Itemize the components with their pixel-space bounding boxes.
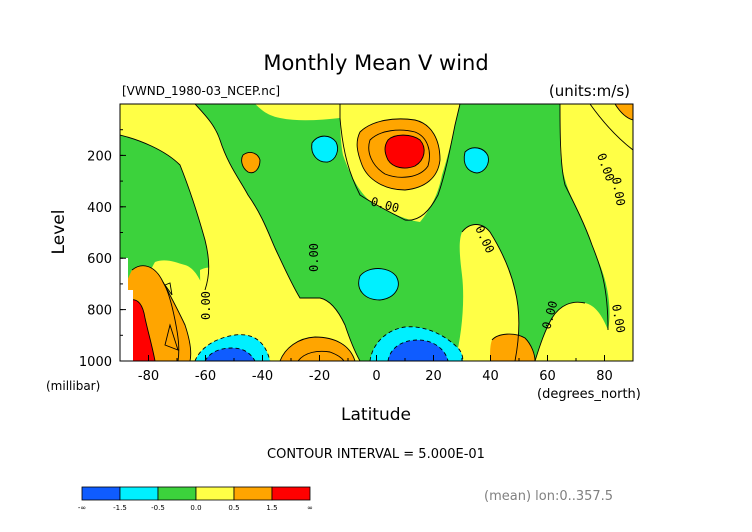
legend-label: 0.0 [190,504,201,512]
contour-interval: CONTOUR INTERVAL = 5.000E-01 [267,447,485,462]
legend-swatch [233,486,273,501]
x-tick-label: -40 [252,369,273,384]
y-axis-label: Level [49,210,69,255]
y-tick-label: 200 [87,149,112,164]
region-yellow-far-right [535,104,633,361]
x-axis-units: (degrees_north) [537,387,641,402]
x-axis: -80 -60 -40 -20 0 20 40 60 80 [119,355,634,384]
legend-swatch [157,486,197,501]
region-orange-right-lower [490,334,535,361]
x-tick-label: -60 [195,369,216,384]
x-tick-label: 20 [425,369,442,384]
contour-label: 0.00 [609,303,628,334]
y-axis: 200 400 600 800 1000 [79,129,126,370]
region-yellow-top-left [120,104,340,121]
y-tick-label: 600 [87,252,112,267]
legend-label: ∞ [307,504,313,512]
region-red-upper-center [385,135,425,168]
x-tick-label: 40 [482,369,499,384]
color-legend: -∞ -1.5 -0.5 0.0 0.5 1.5 ∞ [78,486,313,512]
x-tick-label: -80 [138,369,159,384]
region-yellow-right-mid [455,224,519,361]
y-tick-label: 800 [87,304,112,319]
region-yellow-right-top [590,104,633,150]
x-tick-label: 0 [372,369,380,384]
legend-swatch [119,486,159,501]
legend-swatch [81,486,121,501]
x-tick-label: 60 [539,369,556,384]
units-label: (units:m/s) [549,82,630,100]
plot-area: 0.00 0.00 0.00 0.00 0.00 0.00 0.00 0.00 … [79,103,634,384]
x-axis-label: Latitude [341,405,411,425]
region-cyan-upper-right [464,147,489,173]
legend-label: 1.5 [266,504,277,512]
region-cyan-upper-mid [311,136,338,163]
y-axis-units: (millibar) [46,379,100,393]
legend-label: 0.5 [228,504,239,512]
contour-lines [120,104,633,361]
contour-label: 0.00 [307,243,321,272]
legend-label: -∞ [78,504,86,512]
x-tick-label: 80 [596,369,613,384]
region-yellow-center-left [200,267,255,350]
y-tick-label: 1000 [79,355,112,370]
legend-label: -1.5 [113,504,127,512]
footer-note: (mean) lon:0..357.5 [484,489,613,504]
region-orange-left-upper [241,152,260,173]
region-yellow-left [120,104,360,361]
contour-label: 0.00 [199,291,213,320]
legend-swatch [271,486,311,501]
contour-lines-negative [194,326,464,361]
region-orange-far-right-upper [615,104,633,120]
x-tick-label: -20 [309,369,330,384]
legend-label: -0.5 [151,504,165,512]
contour-label: 0.00 [609,176,628,207]
region-red-far-left [126,299,155,361]
region-blue-left-lower [205,348,255,361]
legend-swatch [195,486,235,501]
region-cyan-mid-center [358,268,399,300]
source-label: [VWND_1980-03_NCEP.nc] [122,84,280,98]
y-tick-label: 400 [87,201,112,216]
chart-title: Monthly Mean V wind [263,51,488,75]
missing-data-region [120,258,133,361]
